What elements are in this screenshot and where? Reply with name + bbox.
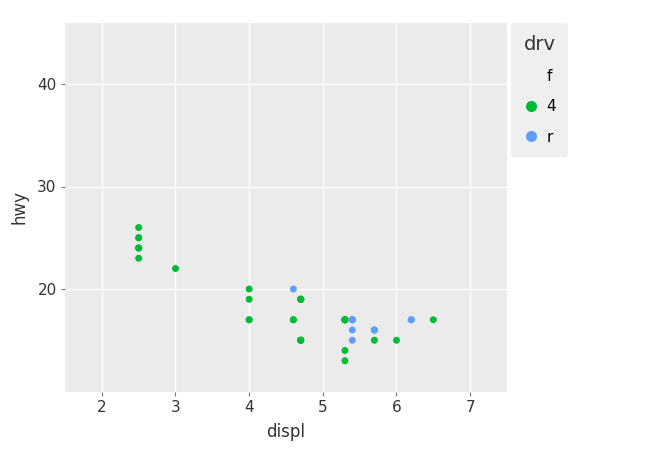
Point (288, 285, 298, 292)
Point (296, 296, 306, 303)
Point (340, 316, 350, 324)
Point (244, 296, 254, 303)
Point (296, 296, 306, 303)
Point (391, 337, 402, 344)
Point (347, 316, 358, 324)
X-axis label: displ: displ (266, 423, 306, 441)
Point (133, 224, 144, 231)
Point (347, 337, 358, 344)
Point (133, 244, 144, 252)
Point (340, 316, 350, 324)
Point (288, 316, 298, 324)
Point (347, 316, 358, 324)
Point (340, 316, 350, 324)
Point (347, 316, 358, 324)
Point (340, 316, 350, 324)
Point (347, 326, 358, 333)
Point (133, 234, 144, 241)
Point (244, 316, 254, 324)
Point (296, 296, 306, 303)
Point (369, 326, 380, 333)
Point (340, 347, 350, 354)
Y-axis label: hwy: hwy (11, 190, 29, 224)
Point (296, 337, 306, 344)
Point (133, 234, 144, 241)
Point (347, 316, 358, 324)
Point (244, 285, 254, 292)
Point (296, 296, 306, 303)
Point (340, 316, 350, 324)
Point (244, 316, 254, 324)
Point (296, 337, 306, 344)
Point (133, 244, 144, 252)
Legend: f, 4, r: f, 4, r (512, 22, 568, 157)
Point (340, 357, 350, 364)
Point (369, 326, 380, 333)
Point (340, 316, 350, 324)
Point (288, 316, 298, 324)
Point (369, 337, 380, 344)
Point (133, 244, 144, 252)
Point (406, 316, 417, 324)
Point (428, 316, 439, 324)
Point (170, 265, 181, 272)
Point (133, 255, 144, 262)
Point (296, 337, 306, 344)
Point (296, 337, 306, 344)
Point (296, 296, 306, 303)
Point (406, 316, 417, 324)
